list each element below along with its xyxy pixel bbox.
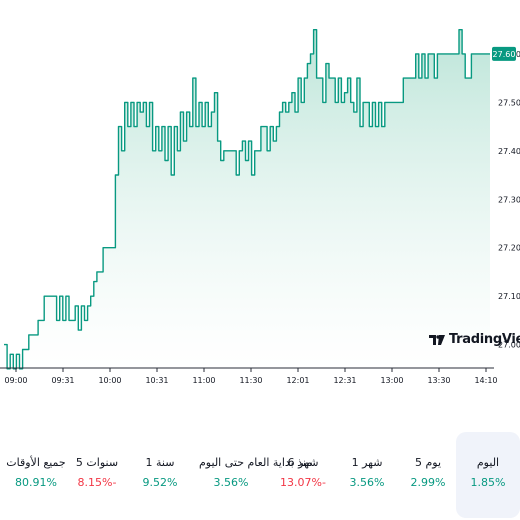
x-tick-label: 12:31 bbox=[333, 376, 356, 385]
period-item[interactable]: 5 سنوات 8.15%- bbox=[65, 432, 129, 518]
period-item[interactable]: اليوم 1.85% bbox=[456, 432, 520, 518]
x-tick-label: 14:10 bbox=[474, 376, 497, 385]
period-change-value: 3.56% bbox=[349, 476, 385, 489]
x-tick-label: 10:31 bbox=[145, 376, 168, 385]
period-label: جميع الأوقات bbox=[6, 456, 66, 469]
x-tick-label: 09:00 bbox=[4, 376, 27, 385]
tradingview-logo-icon bbox=[429, 334, 445, 345]
period-change-value: 3.56% bbox=[213, 476, 249, 489]
x-tick-label: 10:00 bbox=[98, 376, 121, 385]
watermark-text: TradingView bbox=[449, 332, 520, 347]
x-tick-label: 13:30 bbox=[427, 376, 450, 385]
tradingview-watermark[interactable]: TradingView bbox=[428, 332, 520, 347]
price-area-fill bbox=[4, 29, 490, 369]
period-change-value: 80.91% bbox=[15, 476, 57, 489]
price-chart[interactable]: 09:00 09:31 10:00 10:31 11:00 11:30 12:01 12:31… bbox=[0, 0, 520, 395]
y-tick-label: 27.20 bbox=[498, 244, 520, 253]
period-label: منذ بداية العام حتى اليوم bbox=[199, 456, 313, 469]
x-tick-label: 11:00 bbox=[192, 376, 215, 385]
y-tick-label: 27.40 bbox=[498, 147, 520, 156]
x-tick-label: 09:31 bbox=[51, 376, 74, 385]
period-label: 5 سنوات bbox=[75, 456, 119, 469]
period-item[interactable]: منذ بداية العام حتى اليوم 3.56% bbox=[199, 432, 313, 518]
period-change-value: 9.52% bbox=[142, 476, 178, 489]
y-tick-label: 27.30 bbox=[498, 195, 520, 204]
period-change-value: 8.15%- bbox=[77, 476, 117, 489]
performance-periods: اليوم 1.85% 5 يوم 2.99% 1 شهر 3.56% 6 شهر 13.07… bbox=[0, 432, 520, 518]
x-axis: 09:00 09:31 10:00 10:31 11:00 11:30 12:01 12:31… bbox=[4, 368, 498, 385]
period-item[interactable]: جميع الأوقات 80.91% bbox=[4, 432, 68, 518]
period-label: 1 سنة bbox=[145, 456, 175, 469]
price-line bbox=[4, 29, 490, 370]
y-tick-label: 27.50 bbox=[498, 98, 520, 107]
y-tick-label: 27.10 bbox=[498, 292, 520, 301]
period-change-value: 1.85% bbox=[470, 476, 506, 489]
period-label: 6 شهر bbox=[287, 456, 319, 469]
last-price-badge bbox=[492, 46, 516, 61]
y-tick-label: 27.00 bbox=[498, 341, 520, 350]
period-item[interactable]: 6 شهر 13.07%- bbox=[271, 432, 335, 518]
last-price-marker: 27.60 bbox=[492, 46, 516, 61]
period-item[interactable]: 1 شهر 3.56% bbox=[335, 432, 399, 518]
period-label: 5 يوم bbox=[414, 456, 442, 469]
period-label: 1 شهر bbox=[351, 456, 383, 469]
period-label: اليوم bbox=[476, 456, 500, 469]
period-change-value: 2.99% bbox=[410, 476, 446, 489]
period-item[interactable]: 5 يوم 2.99% bbox=[396, 432, 460, 518]
period-change-value: 13.07%- bbox=[280, 476, 326, 489]
x-tick-label: 11:30 bbox=[239, 376, 262, 385]
x-tick-label: 13:00 bbox=[380, 376, 403, 385]
x-tick-label: 12:01 bbox=[286, 376, 309, 385]
period-item[interactable]: 1 سنة 9.52% bbox=[128, 432, 192, 518]
last-price-label: 27.60 bbox=[493, 50, 516, 59]
